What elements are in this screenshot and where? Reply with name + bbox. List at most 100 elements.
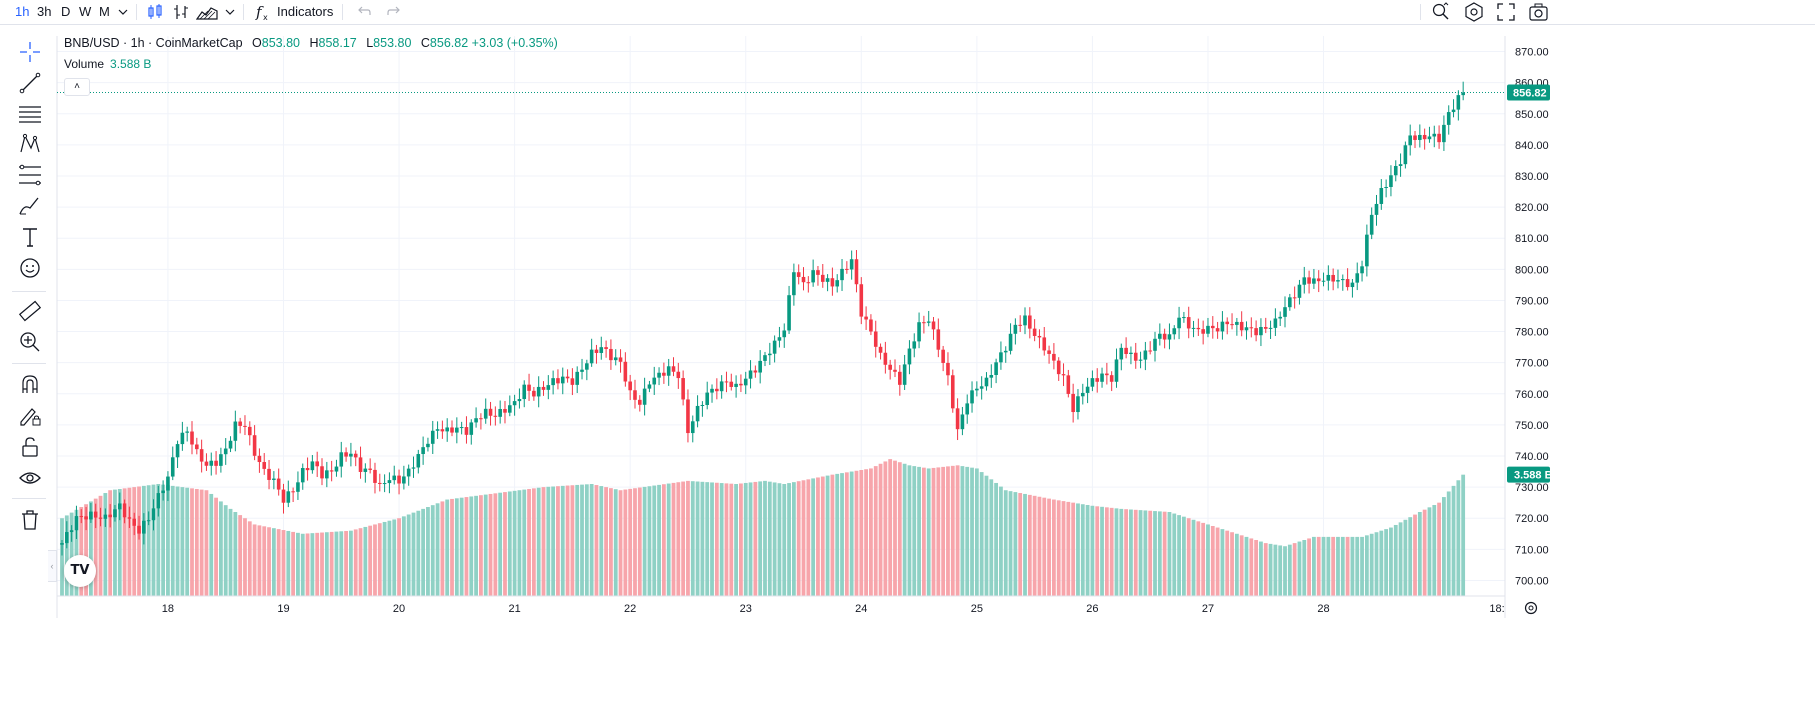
volume-bar (1090, 505, 1095, 596)
trash-icon[interactable] (18, 508, 42, 532)
candle-body (421, 447, 425, 455)
candle-body (681, 378, 685, 400)
volume-bar (637, 487, 642, 596)
volume-bar (806, 479, 811, 596)
volume-bar (1254, 540, 1259, 596)
candle-body (382, 483, 387, 485)
interval-1h[interactable]: 1h (15, 4, 30, 19)
candle-body (435, 429, 440, 431)
separator (243, 4, 244, 20)
candle-body (1369, 214, 1374, 235)
candle-body (796, 272, 801, 277)
undo-icon[interactable] (354, 2, 372, 22)
candle-body (166, 476, 170, 491)
candle-body (151, 508, 156, 521)
candle-body (787, 295, 791, 331)
volume-bar (353, 529, 358, 596)
volume-bar (1355, 536, 1360, 596)
interval-m[interactable]: M (99, 4, 110, 19)
indicators-button[interactable]: Indicators (277, 4, 334, 19)
volume-bar (1181, 516, 1186, 596)
candle-body (1389, 175, 1393, 187)
magnet-icon[interactable] (18, 373, 42, 397)
fib-icon[interactable] (18, 163, 42, 187)
lock-draw-icon[interactable] (18, 404, 42, 428)
brush-icon[interactable] (18, 194, 42, 218)
volume-bar (556, 486, 560, 596)
text-icon[interactable] (18, 225, 42, 249)
fullscreen-icon[interactable] (1496, 2, 1516, 22)
volume-bar (1239, 535, 1244, 596)
interval-d[interactable]: D (61, 4, 71, 19)
volume-bar (204, 490, 209, 596)
candle-body (1437, 133, 1441, 143)
drawing-toolbar: ‹ (0, 36, 57, 720)
volume-bar (175, 486, 180, 596)
candle-body (89, 511, 93, 520)
trendline-icon[interactable] (18, 71, 42, 95)
candle-body (430, 430, 435, 444)
candle-body (1109, 375, 1114, 382)
chevron-down-icon[interactable] (117, 2, 129, 22)
tradingview-logo[interactable]: TV (64, 555, 96, 587)
collapse-legend-button[interactable]: ˄ (64, 78, 90, 96)
candle-body (604, 347, 608, 349)
settings-icon[interactable] (1464, 2, 1484, 22)
candle-body (1032, 328, 1037, 336)
camera-icon[interactable] (1528, 2, 1550, 22)
volume-bar (146, 485, 151, 596)
volume-bar (652, 485, 657, 596)
price-tick-label: 850.00 (1515, 109, 1549, 121)
crosshair-icon[interactable] (18, 40, 42, 64)
eye-icon[interactable] (18, 466, 42, 490)
volume-bar (772, 482, 777, 596)
volume-bar (724, 483, 729, 596)
area-icon[interactable] (196, 2, 218, 22)
volume-bar (324, 532, 329, 596)
candle-body (585, 363, 589, 370)
volume-bar (710, 482, 714, 596)
volume-bar (1201, 522, 1206, 596)
lock-icon[interactable] (18, 435, 42, 459)
zoom-in-icon[interactable] (18, 330, 42, 354)
volume-bar (512, 490, 517, 596)
volume-bar (180, 487, 185, 596)
volume-bar (1056, 500, 1061, 596)
emoji-icon[interactable] (18, 256, 42, 280)
volume-bar (382, 521, 387, 596)
volume-bar (339, 531, 344, 596)
candle-body (1379, 188, 1384, 204)
ruler-icon[interactable] (18, 299, 42, 323)
search-zoom-icon[interactable] (1431, 2, 1451, 22)
candle-body (777, 337, 782, 341)
horizontal-lines-icon[interactable] (18, 102, 42, 126)
candle-body (310, 461, 315, 471)
volume-bar (676, 482, 681, 596)
volume-bar (1360, 536, 1364, 596)
candle-body (1442, 124, 1446, 143)
candle-body (459, 427, 464, 429)
time-tick-label: 26 (1086, 603, 1098, 615)
chevron-down-icon[interactable] (224, 2, 236, 22)
interval-w[interactable]: W (79, 4, 92, 19)
volume-label[interactable]: Volume (64, 57, 105, 71)
candle-body (854, 259, 859, 285)
redo-icon[interactable] (386, 2, 404, 22)
volume-bar (156, 484, 161, 596)
pattern-icon[interactable] (18, 132, 42, 156)
candle-body (325, 470, 329, 479)
symbol-title[interactable]: BNB/USD · 1h · CoinMarketCap (64, 36, 243, 50)
volume-bar (748, 482, 753, 596)
volume-bar (368, 525, 373, 596)
volume-bar (734, 484, 738, 596)
bars-icon[interactable] (172, 2, 190, 22)
candles-icon[interactable] (146, 2, 164, 22)
candle-body (353, 453, 358, 458)
volume-bar (1292, 543, 1297, 596)
volume-bar (507, 491, 512, 596)
candle-body (1326, 274, 1331, 281)
interval-3h[interactable]: 3h (37, 4, 52, 19)
candle-body (132, 518, 137, 526)
